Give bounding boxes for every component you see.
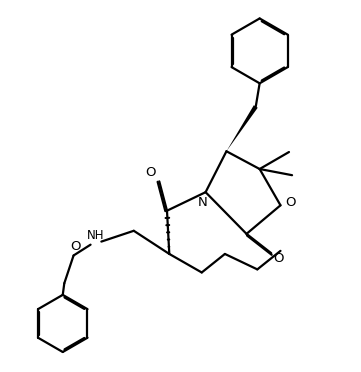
Text: O: O <box>70 240 81 253</box>
Text: O: O <box>285 196 296 209</box>
Text: NH: NH <box>87 229 105 242</box>
Text: O: O <box>145 166 155 179</box>
Text: O: O <box>274 252 284 265</box>
Polygon shape <box>226 105 258 151</box>
Text: N: N <box>197 196 207 209</box>
